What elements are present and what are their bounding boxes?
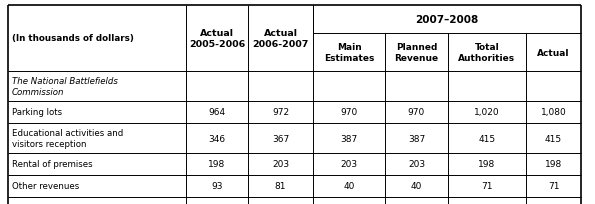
Text: 970: 970 [340,108,358,117]
Text: 203: 203 [408,160,425,169]
Text: 71: 71 [548,182,559,191]
Text: Parking lots: Parking lots [12,108,62,117]
Text: Actual
2006-2007: Actual 2006-2007 [252,29,309,49]
Text: 198: 198 [545,160,562,169]
Text: Actual: Actual [537,48,570,57]
Text: 387: 387 [408,134,425,143]
Text: Educational activities and
visitors reception: Educational activities and visitors rece… [12,129,123,148]
Text: 198: 198 [208,160,226,169]
Text: 203: 203 [340,160,358,169]
Text: Actual
2005-2006: Actual 2005-2006 [189,29,245,49]
Text: 367: 367 [272,134,289,143]
Text: 198: 198 [478,160,496,169]
Text: 93: 93 [211,182,223,191]
Text: 2007–2008: 2007–2008 [415,15,478,25]
Text: Rental of premises: Rental of premises [12,160,93,169]
Text: The National Battlefields
Commission: The National Battlefields Commission [12,77,118,96]
Text: 81: 81 [275,182,286,191]
Text: 1,080: 1,080 [541,108,566,117]
Text: 71: 71 [481,182,493,191]
Text: 203: 203 [272,160,289,169]
Text: 970: 970 [408,108,425,117]
Text: Planned
Revenue: Planned Revenue [394,43,439,62]
Text: (In thousands of dollars): (In thousands of dollars) [12,34,134,43]
Text: 387: 387 [340,134,358,143]
Text: 346: 346 [208,134,226,143]
Text: 972: 972 [272,108,289,117]
Text: 415: 415 [545,134,562,143]
Text: Total
Authorities: Total Authorities [458,43,515,62]
Text: 40: 40 [411,182,422,191]
Text: Main
Estimates: Main Estimates [324,43,374,62]
Text: 415: 415 [478,134,496,143]
Text: 1,020: 1,020 [474,108,500,117]
Text: 40: 40 [343,182,355,191]
Text: Other revenues: Other revenues [12,182,79,191]
Text: 964: 964 [208,108,226,117]
